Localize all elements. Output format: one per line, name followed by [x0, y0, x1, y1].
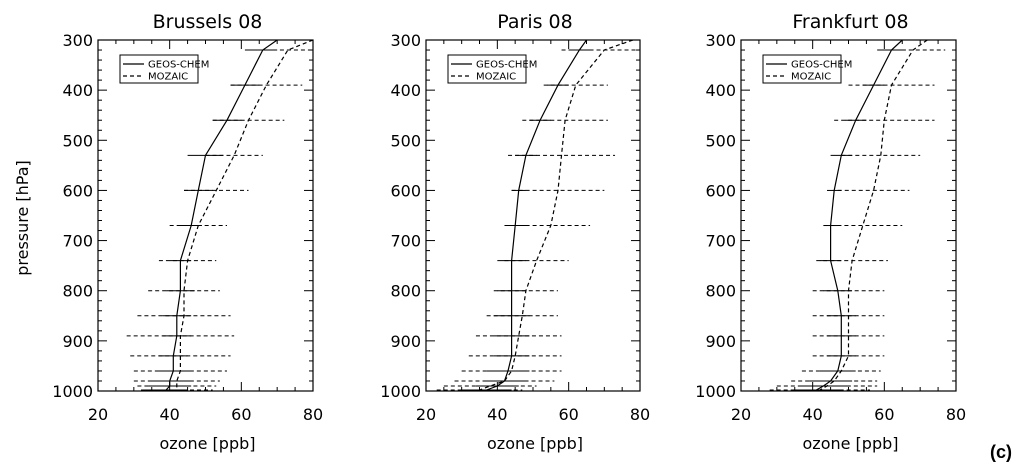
y-tick-label: 800: [390, 282, 421, 301]
legend-entry: GEOS-CHEM: [148, 60, 209, 71]
plot-area: [127, 40, 342, 390]
chart-title: Frankfurt 08: [792, 11, 908, 33]
x-tick-label: 20: [88, 405, 108, 424]
legend-entry: GEOS-CHEM: [476, 60, 537, 71]
legend-entry: MOZAIC: [476, 72, 516, 83]
x-tick-label: 60: [231, 405, 251, 424]
chart-panel-1: Brussels 08 20 40 60 80 300 400 500 600 700 800 900…: [52, 11, 341, 453]
plot-area: [437, 40, 683, 390]
y-tick-label: 900: [705, 332, 736, 351]
y-tick-label: 700: [705, 232, 736, 251]
y-axis-label: pressure [hPa]: [13, 160, 32, 276]
chart-panel-2: Paris 08 20 40 60 80 300 400 500 600 700 800 900 100…: [380, 11, 683, 453]
series-line-mozaic: [177, 40, 313, 390]
y-tick-label: 700: [62, 232, 93, 251]
y-tick-label: 900: [390, 332, 421, 351]
plot-frame: [98, 40, 313, 391]
x-tick-label: 60: [874, 405, 894, 424]
y-tick-label: 1000: [695, 382, 736, 401]
chart-title: Paris 08: [497, 11, 572, 33]
legend-entry: GEOS-CHEM: [791, 60, 852, 71]
x-axis-label: ozone [ppb]: [160, 434, 256, 453]
y-tick-label: 600: [705, 181, 736, 200]
series-line-mozaic: [820, 40, 928, 390]
plot-area: [770, 40, 964, 390]
x-tick-label: 20: [731, 405, 751, 424]
y-tick-label: 800: [705, 282, 736, 301]
x-tick-label: 80: [946, 405, 966, 424]
y-tick-label: 800: [62, 282, 93, 301]
legend-entry: MOZAIC: [791, 72, 831, 83]
x-tick-label: 60: [558, 405, 578, 424]
x-tick-label: 40: [802, 405, 822, 424]
x-tick-label: 20: [416, 405, 436, 424]
plot-frame: [426, 40, 640, 391]
chart-panel-3: Frankfurt 08 20 40 60 80 300 400 500 600 700 800 90…: [695, 11, 966, 453]
y-tick-label: 400: [705, 81, 736, 100]
y-tick-label: 1000: [52, 382, 93, 401]
panel-letter: (c): [990, 442, 1012, 462]
y-tick-label: 1000: [380, 382, 421, 401]
y-tick-label: 500: [62, 131, 93, 150]
x-tick-label: 40: [159, 405, 179, 424]
y-tick-label: 300: [62, 31, 93, 50]
y-tick-label: 300: [390, 31, 421, 50]
y-tick-label: 700: [390, 232, 421, 251]
chart-title: Brussels 08: [153, 11, 263, 33]
x-tick-label: 80: [630, 405, 650, 424]
series-line-geos-chem: [487, 40, 587, 390]
y-tick-label: 600: [62, 181, 93, 200]
legend-entry: MOZAIC: [148, 72, 188, 83]
y-tick-label: 500: [390, 131, 421, 150]
y-tick-label: 400: [390, 81, 421, 100]
y-tick-label: 400: [62, 81, 93, 100]
series-line-mozaic: [480, 40, 633, 390]
y-tick-label: 600: [390, 181, 421, 200]
series-line-geos-chem: [166, 40, 277, 390]
x-tick-label: 40: [487, 405, 507, 424]
x-axis-label: ozone [ppb]: [487, 434, 583, 453]
y-tick-label: 500: [705, 131, 736, 150]
x-tick-label: 80: [303, 405, 323, 424]
panels: Brussels 08 20 40 60 80 300 400 500 600 700 800 900…: [52, 11, 966, 453]
y-tick-label: 300: [705, 31, 736, 50]
x-axis-label: ozone [ppb]: [803, 434, 899, 453]
y-tick-label: 900: [62, 332, 93, 351]
